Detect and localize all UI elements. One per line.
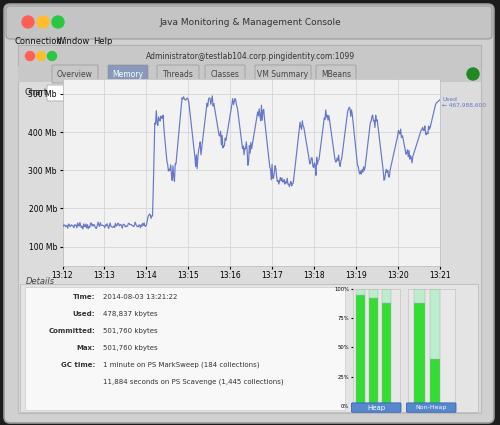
FancyBboxPatch shape <box>157 65 199 83</box>
FancyBboxPatch shape <box>6 6 492 39</box>
Text: Used:: Used: <box>72 311 95 317</box>
FancyBboxPatch shape <box>354 85 428 102</box>
Text: Heap: Heap <box>367 405 386 411</box>
Circle shape <box>26 51 35 60</box>
FancyBboxPatch shape <box>316 65 356 83</box>
Bar <box>382 303 391 406</box>
Text: 501,760 kbytes: 501,760 kbytes <box>103 345 158 351</box>
Text: MBeans: MBeans <box>321 70 351 79</box>
Text: Overview: Overview <box>57 70 93 79</box>
FancyBboxPatch shape <box>212 85 269 101</box>
Circle shape <box>48 51 56 60</box>
Text: Heap Memory Usage: Heap Memory Usage <box>63 88 143 97</box>
Text: Details: Details <box>26 278 55 286</box>
Circle shape <box>37 16 49 28</box>
Bar <box>18 45 481 413</box>
FancyBboxPatch shape <box>4 4 494 423</box>
Text: Committed:: Committed: <box>48 328 95 334</box>
Bar <box>414 303 424 406</box>
Text: Window: Window <box>56 37 90 45</box>
Text: Perform GC: Perform GC <box>367 88 415 97</box>
FancyBboxPatch shape <box>205 65 245 83</box>
Text: Time:: Time: <box>72 294 95 300</box>
Text: Connection: Connection <box>14 37 62 45</box>
FancyBboxPatch shape <box>47 85 159 101</box>
Bar <box>25 287 345 410</box>
Text: VM Summary: VM Summary <box>258 70 308 79</box>
Circle shape <box>22 16 34 28</box>
Text: 501,760 kbytes: 501,760 kbytes <box>103 328 158 334</box>
Text: Classes: Classes <box>210 70 240 79</box>
Text: 10 min: 10 min <box>222 88 248 97</box>
Text: 1 minute on PS MarkSweep (184 collections): 1 minute on PS MarkSweep (184 collection… <box>103 362 260 368</box>
Bar <box>430 359 440 406</box>
Circle shape <box>52 16 64 28</box>
Bar <box>369 289 378 298</box>
FancyBboxPatch shape <box>108 65 148 83</box>
Bar <box>414 289 424 303</box>
Bar <box>369 298 378 406</box>
FancyBboxPatch shape <box>255 65 311 83</box>
Bar <box>20 284 478 412</box>
Text: Time Range:: Time Range: <box>158 88 212 96</box>
Text: Memory: Memory <box>112 70 144 79</box>
FancyBboxPatch shape <box>52 65 98 83</box>
Text: Max:: Max: <box>76 345 95 351</box>
Text: 478,837 kbytes: 478,837 kbytes <box>103 311 158 317</box>
Text: Threads: Threads <box>162 70 194 79</box>
Circle shape <box>36 51 46 60</box>
Bar <box>356 289 365 295</box>
Text: Non-Heap: Non-Heap <box>416 405 447 410</box>
Text: 2014-08-03 13:21:22: 2014-08-03 13:21:22 <box>103 294 178 300</box>
Text: Chart:: Chart: <box>24 88 50 96</box>
Bar <box>356 295 365 406</box>
Text: 11,884 seconds on PS Scavenge (1,445 collections): 11,884 seconds on PS Scavenge (1,445 col… <box>103 379 284 385</box>
Text: ▼: ▼ <box>153 91 157 96</box>
Text: Help: Help <box>94 37 112 45</box>
Bar <box>18 66 481 82</box>
Text: GC time:: GC time: <box>61 362 95 368</box>
Text: Used
← 467,988,600: Used ← 467,988,600 <box>442 97 486 108</box>
Text: Java Monitoring & Management Console: Java Monitoring & Management Console <box>159 17 341 26</box>
Bar <box>430 289 440 359</box>
Bar <box>18 45 481 67</box>
Circle shape <box>467 68 479 80</box>
Bar <box>382 289 391 303</box>
Text: ▼: ▼ <box>263 91 267 96</box>
Text: Administrator@testlab104.corp.pingidentity.com:1099: Administrator@testlab104.corp.pingidenti… <box>146 51 354 60</box>
